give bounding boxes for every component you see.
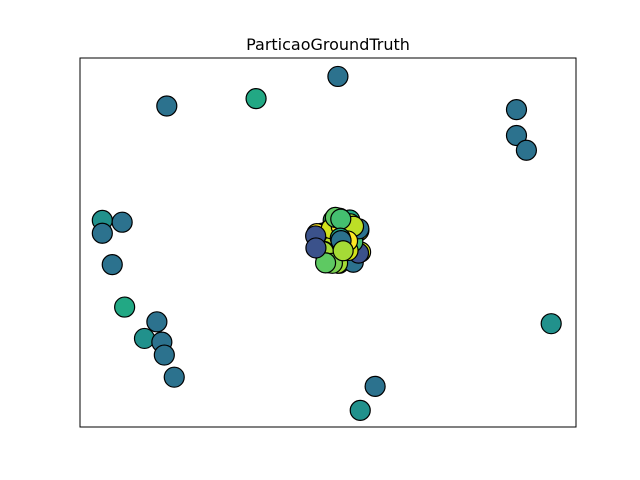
outer-node [245,87,267,110]
outer-node [101,254,123,276]
plot-frame [79,57,577,428]
outer-node [540,313,562,335]
outer-node [327,65,349,88]
nodes-layer [91,65,562,421]
chart-title: ParticaoGroundTruth [246,35,410,54]
outer-node [133,327,156,350]
outer-node [364,375,386,398]
outer-node [515,139,538,161]
outer-node [111,211,133,233]
outer-node [114,296,136,318]
outer-node [146,311,168,333]
cluster-node [332,240,354,262]
outer-node [505,99,528,121]
cluster-node [330,208,352,230]
outer-node [505,124,528,147]
cluster-node [305,237,327,259]
cluster-node [314,252,337,274]
outer-node [91,222,113,244]
outer-node [163,366,185,388]
outer-node [153,344,175,366]
outer-node [156,95,178,117]
outer-node [349,399,371,421]
